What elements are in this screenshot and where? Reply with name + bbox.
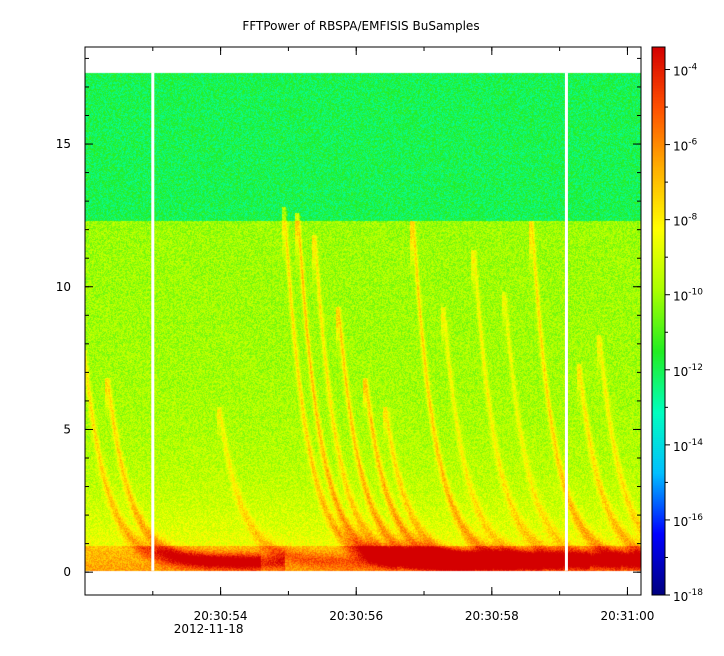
colorbar-frame [651,46,666,596]
x-tick-label: 20:30:54 [194,609,248,623]
data-gap [151,72,155,571]
y-tick-label: 15 [56,137,71,151]
colorbar: 10-4 10-6 10-8 10-10 10-12 10-14 10-16 10-18 [651,46,703,604]
colorbar-tick-label: 10-14 [673,438,703,454]
x-date-label: 2012-11-18 [174,622,244,636]
data-gap [564,72,568,571]
plot-frame [84,46,642,596]
y-tick-label: 0 [63,565,71,579]
colorbar-tick-label: 10-10 [673,288,703,304]
colorbar-tick-label: 10-12 [673,363,703,379]
chart-title: FFTPower of RBSPA/EMFISIS BuSamples [242,19,479,33]
data-gaps [151,72,568,571]
y-axis: 0 5 10 15 [56,57,641,579]
colorbar-ticks: 10-4 10-6 10-8 10-10 10-12 10-14 10-16 10-18 [665,63,703,604]
x-tick-label: 20:30:58 [465,609,519,623]
y-tick-label: 5 [63,422,71,436]
colorbar-tick-label: 10-6 [673,138,698,154]
spectrogram-image [85,47,641,595]
plot-area [84,46,642,596]
colorbar-gradient [652,47,665,595]
colorbar-tick-label: 10-18 [673,588,703,604]
x-tick-label: 20:30:56 [329,609,383,623]
y-tick-label: 10 [56,280,71,294]
colorbar-tick-label: 10-8 [673,213,698,229]
x-tick-label: 20:31:00 [600,609,654,623]
colorbar-tick-label: 10-4 [673,63,698,79]
colorbar-tick-label: 10-16 [673,513,703,529]
